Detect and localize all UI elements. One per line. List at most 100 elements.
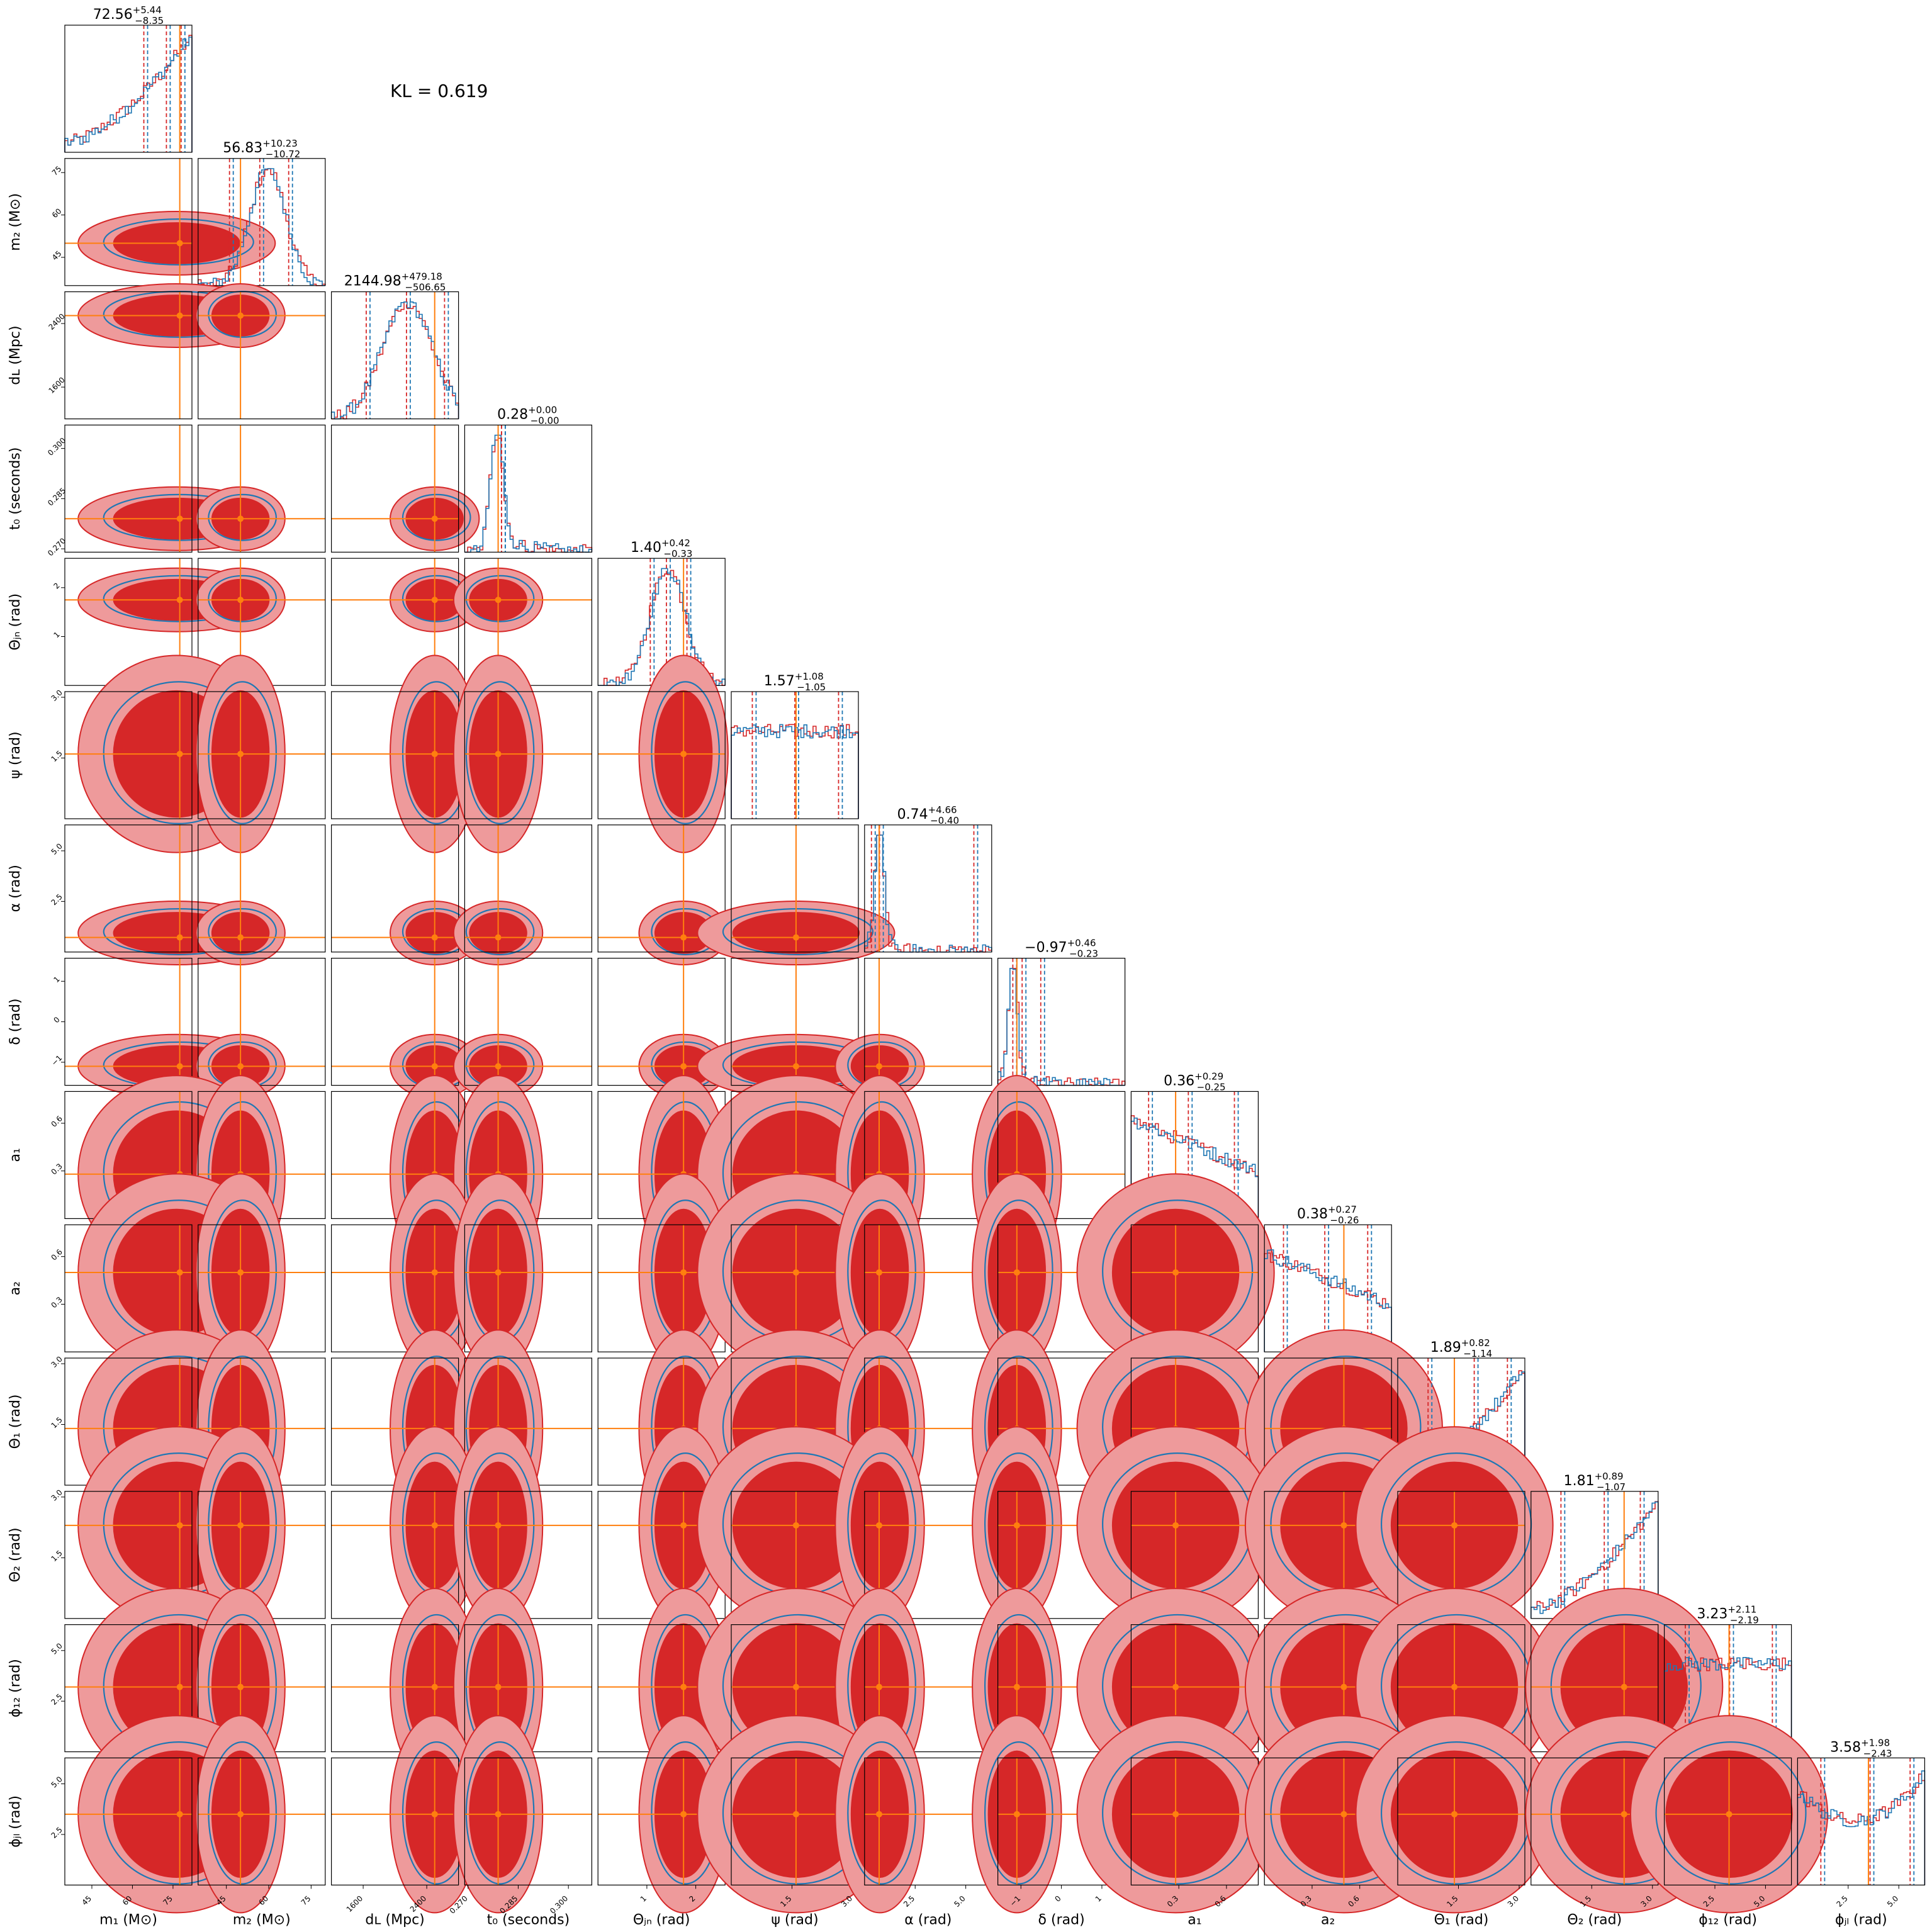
truth-point [1620, 1683, 1627, 1690]
panel-frame [864, 824, 992, 953]
hist-panel-theta1: 1.89+0.82 −1.14 [1397, 1337, 1525, 1486]
hist-panel-delta: −0.97+0.46 −0.23 [997, 938, 1126, 1086]
panel-frame [64, 158, 193, 286]
y-tick-label: 2.5 [49, 892, 64, 907]
x-axis-label: ϕⱼₗ (rad) [1835, 1912, 1887, 1928]
panel-frame [1797, 1757, 1925, 1885]
panel-frame [198, 1757, 326, 1885]
panel-theta_jn-vs-alpha [597, 824, 729, 966]
hist-series-b [864, 834, 992, 953]
y-tick-label: 1.5 [49, 749, 64, 763]
panel-frame [731, 691, 859, 819]
truth-point [680, 751, 687, 758]
truth-point [680, 1522, 687, 1529]
hist-panel-a1: 0.36+0.29 −0.25 [1130, 1070, 1259, 1220]
truth-point [495, 1683, 502, 1690]
truth-point [176, 1522, 183, 1529]
panel-m2-vs-t0 [195, 424, 326, 553]
panel-frame [64, 424, 193, 553]
contour-series-b [402, 493, 471, 541]
y-tick-label: 2 [52, 581, 62, 590]
truth-point [792, 1522, 799, 1529]
panel-frame [198, 158, 326, 286]
truth-point [431, 1522, 438, 1529]
hist-title: 1.57+1.08 −1.05 [764, 671, 826, 693]
y-tick-label: 0.3 [49, 1162, 64, 1176]
hist-title: 1.89+0.82 −1.14 [1430, 1337, 1492, 1359]
truth-point [495, 1811, 502, 1817]
hist-series-b [997, 967, 1125, 1086]
hist-panel-a2: 0.38+0.27 −0.26 [1264, 1204, 1392, 1352]
panel-frame [1664, 1757, 1792, 1885]
x-axis-label: α (rad) [904, 1912, 952, 1928]
x-axis-label: δ (rad) [1038, 1912, 1085, 1928]
contour-series-b [651, 681, 720, 824]
y-tick-label: 3.0 [49, 1354, 64, 1369]
panel-frame [464, 1224, 593, 1352]
panel-a1-vs-theta2 [1076, 1426, 1275, 1625]
x-tick-label: 0 [1053, 1894, 1062, 1904]
y-tick-label: 0.300 [46, 436, 67, 458]
x-tick-label: 1600 [345, 1894, 364, 1914]
truth-point [176, 751, 183, 758]
hist-series-b [1264, 1249, 1392, 1352]
hist-series-b [464, 434, 593, 553]
hist-title: 1.40+0.42 −0.33 [631, 537, 692, 559]
panel-frame [597, 691, 726, 819]
truth-point [1451, 1811, 1458, 1817]
y-axis-label: Θ₂ (rad) [8, 1527, 23, 1582]
truth-point [875, 1522, 882, 1529]
y-tick-label: 0.6 [49, 1114, 64, 1128]
y-tick-label: 5.0 [49, 1775, 64, 1789]
hist-panel-theta_jn: 1.40+0.42 −0.33 [597, 537, 726, 687]
x-tick-label: 1 [1094, 1894, 1103, 1904]
panel-alpha-vs-phijl: 2.5 5.0α (rad) [834, 1715, 992, 1928]
x-axis-label: Θ₂ (rad) [1567, 1912, 1622, 1928]
hist-title: 2144.98+479.18 −506.65 [344, 271, 446, 293]
panel-t0-vs-delta [452, 957, 593, 1099]
x-tick-label: 2.5 [1835, 1894, 1850, 1909]
panel-frame [464, 957, 593, 1086]
panel-dL-vs-theta_jn [330, 558, 480, 686]
panel-t0-vs-a2 [452, 1173, 593, 1372]
truth-point [431, 1269, 438, 1276]
x-axis-label: t₀ (seconds) [487, 1912, 570, 1928]
panel-t0-vs-alpha [452, 824, 593, 966]
truth-point [1013, 1683, 1020, 1690]
truth-point [680, 1811, 687, 1817]
truth-point [237, 312, 244, 319]
y-tick-label: 0.6 [49, 1247, 64, 1262]
truth-point [176, 1063, 183, 1070]
hist-panel-m1: 72.56+5.44 −8.35 [64, 4, 193, 153]
hist-panel-alpha: 0.74+4.66 −0.40 [864, 804, 992, 953]
y-tick-label: 0.3 [49, 1295, 64, 1310]
truth-point [1172, 1683, 1179, 1690]
hist-series-b [330, 301, 459, 420]
truth-point [875, 1269, 882, 1276]
hist-title: 56.83+10.23 −10.72 [223, 138, 300, 160]
truth-point [1013, 1811, 1020, 1817]
panel-frame [64, 25, 193, 153]
y-tick-label: 1 [52, 975, 62, 984]
hist-series-b [1130, 1117, 1259, 1219]
truth-point [792, 1683, 799, 1690]
panel-theta1-vs-theta2 [1355, 1426, 1554, 1625]
hist-title: 1.81+0.89 −1.07 [1564, 1471, 1626, 1493]
truth-point [176, 934, 183, 941]
y-tick-label: 1600 [47, 376, 66, 395]
y-tick-label: 0.270 [46, 536, 67, 558]
contour-series-b [465, 1741, 535, 1885]
panel-t0-vs-psi [452, 654, 593, 853]
hist-series-b [1663, 1657, 1792, 1752]
panel-delta-vs-a2 [972, 1173, 1126, 1372]
panel-a1-vs-phijl: 0.3 0.6a₁ [1076, 1715, 1275, 1928]
panel-frame [330, 824, 459, 953]
contour-series-b [847, 1741, 916, 1885]
contour-series-b [1655, 1741, 1807, 1885]
hist-series-b [1530, 1501, 1659, 1619]
y-tick-label: 2.5 [49, 1825, 64, 1839]
truth-point [431, 515, 438, 522]
truth-point [1172, 1811, 1179, 1817]
panel-frame [330, 957, 459, 1086]
